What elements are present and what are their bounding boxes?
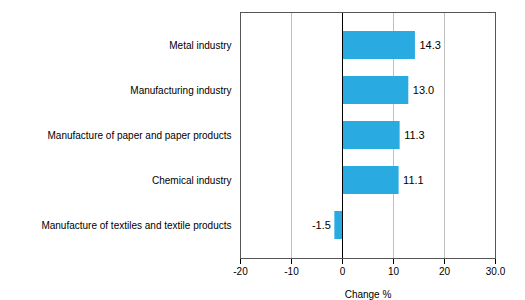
svg-text:11.1: 11.1 <box>403 174 424 186</box>
svg-text:Chemical industry: Chemical industry <box>152 175 231 186</box>
svg-text:20: 20 <box>439 266 451 277</box>
svg-text:-10: -10 <box>284 266 299 277</box>
svg-text:Metal industry: Metal industry <box>169 40 231 51</box>
svg-text:Manufacture of paper and paper: Manufacture of paper and paper products <box>47 130 231 141</box>
svg-text:Change %: Change % <box>345 289 392 300</box>
svg-text:13.0: 13.0 <box>413 84 434 96</box>
svg-text:10: 10 <box>388 266 400 277</box>
svg-text:Manufacturing industry: Manufacturing industry <box>130 85 231 96</box>
svg-text:Manufacture of textiles and te: Manufacture of textiles and textile prod… <box>41 220 231 231</box>
svg-text:-1.5: -1.5 <box>312 219 331 231</box>
svg-text:-20: -20 <box>233 266 248 277</box>
svg-text:0: 0 <box>340 266 346 277</box>
svg-text:30.0: 30.0 <box>486 266 506 277</box>
svg-text:14.3: 14.3 <box>419 39 440 51</box>
svg-text:11.3: 11.3 <box>404 129 425 141</box>
